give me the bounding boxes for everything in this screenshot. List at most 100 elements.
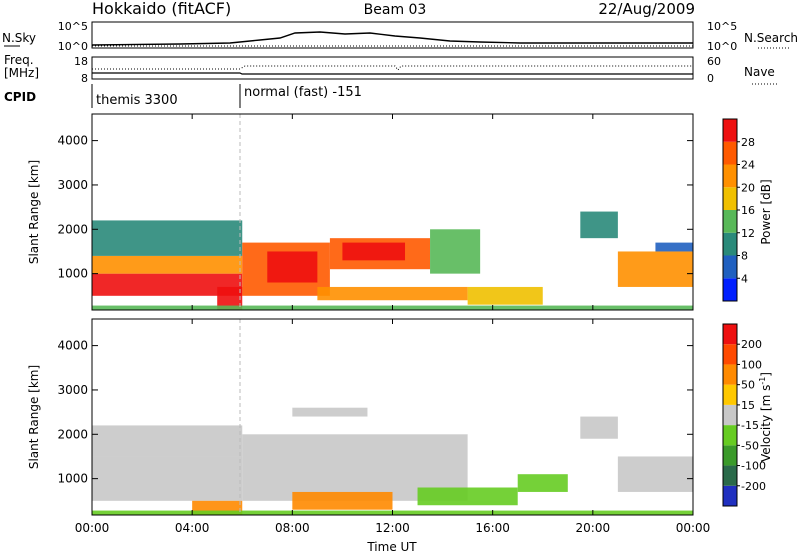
freq-panel: Freq. [MHz] 18 8 60 0 Nave <box>4 53 778 85</box>
power-echo-region <box>92 273 243 296</box>
vel-echo-region <box>617 456 693 492</box>
vel-colorbar-tick-label: -50 <box>741 439 759 452</box>
nave-tick-bottom: 0 <box>707 72 714 85</box>
velocity-colorbar-label-sup: -1 <box>758 377 767 385</box>
power-colorbar-swatch <box>723 210 737 233</box>
vel-colorbar-swatch <box>723 485 737 506</box>
vel-y-tick-label: 3000 <box>57 383 88 397</box>
cpid-segment-2: normal (fast) -151 <box>244 85 362 100</box>
power-y-tick-label: 3000 <box>57 178 88 192</box>
nsky-trace <box>91 31 693 46</box>
beam-title: Beam 03 <box>364 2 427 18</box>
power-data <box>92 211 693 310</box>
nsearch-label: N.Search <box>744 31 798 45</box>
power-echo-region <box>92 220 243 256</box>
power-colorbar-swatch <box>723 278 737 301</box>
power-colorbar-tick-label: 16 <box>741 204 755 217</box>
power-echo-region <box>580 211 618 239</box>
date-title: 22/Aug/2009 <box>598 0 695 18</box>
power-echo-region <box>317 286 468 301</box>
vel-colorbar-swatch <box>723 425 737 446</box>
vel-colorbar-swatch <box>723 465 737 486</box>
power-ylabel: Slant Range [km] <box>27 160 41 264</box>
freq-label-line2: [MHz] <box>4 66 39 80</box>
vel-y-tick-label: 2000 <box>57 427 88 441</box>
velocity-colorbar: 200 100 50 15 -15 -50 -100 -200 <box>722 323 766 507</box>
nsky-tick-bottom: 10^0 <box>58 40 88 53</box>
vel-colorbar-swatch <box>723 364 737 385</box>
velocity-colorbar-label-end: ] <box>759 372 773 377</box>
power-colorbar-tick-label: 12 <box>741 227 755 240</box>
cpid-label: CPID <box>4 90 36 104</box>
power-colorbar-tick-label: 24 <box>741 159 755 172</box>
vel-colorbar-swatch <box>723 404 737 426</box>
power-colorbar-swatch <box>723 232 737 256</box>
vel-colorbar-swatch <box>723 344 737 365</box>
x-tick-label: 12:00 <box>375 521 410 535</box>
x-axis-title: Time UT <box>366 540 417 554</box>
nave-tick-top: 60 <box>707 55 721 68</box>
x-tick-label: 04:00 <box>175 521 210 535</box>
nave-label: Nave <box>744 65 775 79</box>
nsearch-tick-top: 10^5 <box>707 20 737 33</box>
vel-echo-region <box>292 407 368 417</box>
nsky-frame <box>91 21 694 49</box>
vel-echo-region <box>517 474 568 492</box>
power-colorbar-label: Power [dB] <box>759 179 773 244</box>
x-tick-label: 00:00 <box>75 521 110 535</box>
freq-frame <box>91 56 694 80</box>
freq-trace <box>92 72 693 75</box>
power-colorbar-swatch <box>723 164 737 188</box>
power-colorbar-swatch <box>723 187 737 210</box>
power-colorbar-swatch <box>723 141 737 165</box>
power-panel: 1000 2000 3000 4000 Slant Range [km] 4 8 12 16… <box>27 113 773 311</box>
power-y-tick-label: 4000 <box>57 134 88 148</box>
vel-colorbar-tick-label: 15 <box>741 399 755 412</box>
power-echo-region <box>430 229 481 274</box>
vel-colorbar-tick-label: 100 <box>741 358 762 371</box>
x-tick-label: 00:00 <box>676 521 711 535</box>
x-tick-label: 16:00 <box>475 521 510 535</box>
power-colorbar-tick-label: 8 <box>741 250 748 263</box>
velocity-colorbar-label: Velocity [m s-1] <box>758 372 773 462</box>
velocity-ylabel: Slant Range [km] <box>27 365 41 469</box>
power-axes: 1000 2000 3000 4000 <box>57 114 694 310</box>
vel-echo-region <box>292 491 393 510</box>
vel-echo-region <box>92 425 243 457</box>
velocity-axes: 00:00 04:00 08:00 12:00 16:00 20:00 00:00 1000 2… <box>57 319 710 535</box>
power-echo-region <box>342 242 406 261</box>
velocity-data <box>92 407 693 515</box>
velocity-colorbar-label-main: Velocity [m s <box>759 385 773 462</box>
vel-colorbar-tick-label: -200 <box>741 480 766 493</box>
radar-title: Hokkaido (fitACF) <box>92 0 231 18</box>
nsky-tick-top: 10^5 <box>58 20 88 33</box>
nsky-panel: N.Sky 10^5 10^0 10^5 10^0 N.Search <box>2 20 798 53</box>
nave-trace <box>92 65 693 71</box>
velocity-panel: 00:00 04:00 08:00 12:00 16:00 20:00 00:00 1000 2… <box>27 318 773 535</box>
vel-colorbar-frame <box>722 323 738 507</box>
vel-y-tick-label: 4000 <box>57 339 88 353</box>
power-y-tick-label: 1000 <box>57 267 88 281</box>
power-echo-region <box>92 255 243 274</box>
power-echo-region <box>267 251 318 283</box>
vel-colorbar-tick-label: 200 <box>741 338 762 351</box>
cpid-segment-1: themis 3300 <box>96 93 178 108</box>
vel-echo-region <box>92 456 243 501</box>
vel-colorbar-tick-label: -100 <box>741 460 766 473</box>
power-colorbar-tick-label: 28 <box>741 136 755 149</box>
power-colorbar-swatch <box>723 255 737 279</box>
power-colorbar-tick-label: 4 <box>741 272 748 285</box>
power-colorbar-swatch <box>723 119 737 142</box>
vel-colorbar-tick-label: -15 <box>741 419 759 432</box>
vel-echo-region <box>417 487 518 506</box>
vel-echo-region <box>580 416 618 439</box>
power-echo-region <box>617 251 693 287</box>
freq-tick-top: 18 <box>74 55 88 68</box>
power-echo-region <box>217 286 243 310</box>
vel-colorbar-swatch <box>723 445 737 466</box>
nsky-label: N.Sky <box>2 31 36 45</box>
power-y-tick-label: 2000 <box>57 222 88 236</box>
freq-tick-bottom: 8 <box>81 72 88 85</box>
x-tick-label: 20:00 <box>576 521 611 535</box>
vel-colorbar-tick-label: 50 <box>741 379 755 392</box>
